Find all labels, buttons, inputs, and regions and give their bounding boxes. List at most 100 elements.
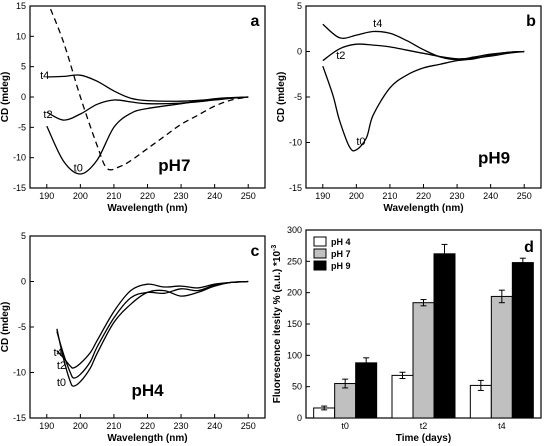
x-tick-label: 200 — [349, 191, 364, 201]
x-tick-label: 220 — [140, 191, 155, 201]
y-tick-label: -15 — [13, 413, 26, 423]
y-axis-label: CD (mdeg) — [0, 302, 11, 353]
x-tick-label: 220 — [416, 191, 431, 201]
series-line-t2 — [56, 280, 249, 379]
y-tick-label: 250 — [287, 256, 302, 266]
x-tick-label: 230 — [174, 421, 189, 431]
y-tick-label: 10 — [16, 31, 26, 41]
x-tick-label: 190 — [39, 191, 54, 201]
y-axis-label-exponent: -3 — [271, 245, 278, 251]
panel-letter: b — [526, 13, 536, 30]
series-line-t4 — [56, 280, 249, 369]
series-line-t0 — [56, 280, 249, 387]
plot-frame — [29, 5, 266, 189]
bar-ph9-t0 — [355, 362, 378, 419]
y-tick-label: -5 — [18, 322, 26, 332]
x-tick-label: t0 — [341, 421, 349, 431]
x-axis-label: Wavelength (nm) — [107, 433, 187, 444]
y-tick-label: 5 — [297, 1, 302, 11]
y-tick-label: 150 — [287, 319, 302, 329]
y-tick-label: 0 — [21, 92, 26, 102]
x-tick-label: 220 — [140, 421, 155, 431]
y-tick-label: -5 — [294, 92, 302, 102]
curve-label-t2: t2 — [57, 360, 66, 372]
y-tick-label: 0 — [21, 277, 26, 287]
panel-c: 190 200 210 220 230 240 250 -15 -10 -5 0 5 Wavelengt… — [0, 231, 266, 444]
legend-label: pH 4 — [331, 237, 351, 247]
curve-label-t4: t4 — [54, 347, 63, 359]
x-tick-label: 190 — [315, 191, 330, 201]
x-tick-label: 250 — [241, 191, 256, 201]
x-tick-label: 200 — [73, 191, 88, 201]
series-line-t0 — [322, 50, 525, 152]
legend-label: pH 9 — [331, 261, 351, 271]
y-axis-label: CD (mdeg) — [0, 72, 11, 123]
x-tick-label: 230 — [174, 191, 189, 201]
curve-label-t0: t0 — [356, 136, 365, 148]
curve-label-t0: t0 — [57, 377, 66, 389]
legend-swatch-ph9 — [313, 260, 327, 271]
series-line-t0 — [46, 96, 249, 175]
y-tick-label: 15 — [16, 1, 26, 11]
curve-label-t0: t0 — [74, 163, 83, 175]
y-tick-label: 0 — [297, 47, 302, 57]
x-axis-label: Wavelength (nm) — [383, 203, 463, 214]
y-tick-label: -10 — [13, 368, 26, 378]
x-tick-label: t2 — [420, 421, 428, 431]
panel-letter: d — [524, 239, 534, 256]
y-tick-label: 50 — [292, 382, 302, 392]
bar-ph4-t2 — [391, 374, 414, 419]
y-tick-label: 300 — [287, 225, 302, 235]
x-tick-label: 190 — [39, 421, 54, 431]
y-tick-label: -15 — [13, 183, 26, 193]
y-tick-label: -10 — [289, 138, 302, 148]
y-tick-label: 0 — [297, 413, 302, 423]
series-line-t4 — [322, 23, 525, 61]
x-tick-label: 250 — [517, 191, 532, 201]
y-tick-label: 200 — [287, 288, 302, 298]
series-line-t2 — [46, 96, 249, 121]
y-tick-label: -15 — [289, 183, 302, 193]
condition-label: pH4 — [131, 381, 164, 400]
bar-ph7-t2 — [412, 302, 435, 419]
bar-ph7-t4 — [490, 295, 513, 419]
y-tick-label: 5 — [21, 231, 26, 241]
panel-b: 190 200 210 220 230 240 250 -15 -10 -5 0 5 Wavelengt… — [276, 1, 542, 214]
x-tick-label: 240 — [207, 421, 222, 431]
x-tick-label: 210 — [106, 421, 121, 431]
x-tick-label: 210 — [106, 191, 121, 201]
bar-ph7-t0 — [334, 383, 357, 419]
panel-d: 0 50 100 150 200 250 300 t0 t2 t4 Time (days) Fluor… — [271, 225, 542, 444]
x-tick-label: 240 — [207, 191, 222, 201]
condition-label: pH7 — [158, 156, 190, 175]
x-tick-label: t4 — [498, 421, 506, 431]
y-axis-label: CD (mdeg) — [276, 72, 287, 123]
panel-a: 190 200 210 220 230 240 250 -15 -10 -5 0 5 10 15 Wavel… — [0, 1, 266, 214]
panel-letter: a — [251, 13, 260, 30]
y-tick-label: 5 — [21, 62, 26, 72]
panel-letter: c — [251, 243, 260, 260]
x-tick-label: 230 — [450, 191, 465, 201]
curve-label-t4: t4 — [40, 70, 49, 82]
y-tick-label: -5 — [18, 122, 26, 132]
legend-label: pH 7 — [331, 249, 351, 259]
legend-swatch-ph7 — [313, 248, 327, 259]
series-line-t2 — [322, 43, 525, 62]
x-tick-label: 240 — [483, 191, 498, 201]
x-tick-label: 210 — [382, 191, 397, 201]
legend-swatch-ph4 — [313, 236, 327, 247]
curve-label-t2: t2 — [43, 109, 52, 121]
x-axis-label: Wavelength (nm) — [107, 203, 187, 214]
y-tick-label: 100 — [287, 350, 302, 360]
curve-label-t4: t4 — [373, 18, 382, 30]
bar-ph9-t2 — [433, 253, 456, 419]
x-tick-label: 250 — [241, 421, 256, 431]
curve-label-t2: t2 — [336, 50, 345, 62]
y-tick-label: -10 — [13, 153, 26, 163]
y-axis-label: Fluorescence itesity % (a.u.) *10-3 — [271, 245, 283, 404]
x-tick-label: 200 — [73, 421, 88, 431]
bar-ph9-t4 — [511, 262, 534, 419]
x-axis-label: Time (days) — [396, 433, 451, 444]
series-line-dashed — [48, 6, 249, 171]
